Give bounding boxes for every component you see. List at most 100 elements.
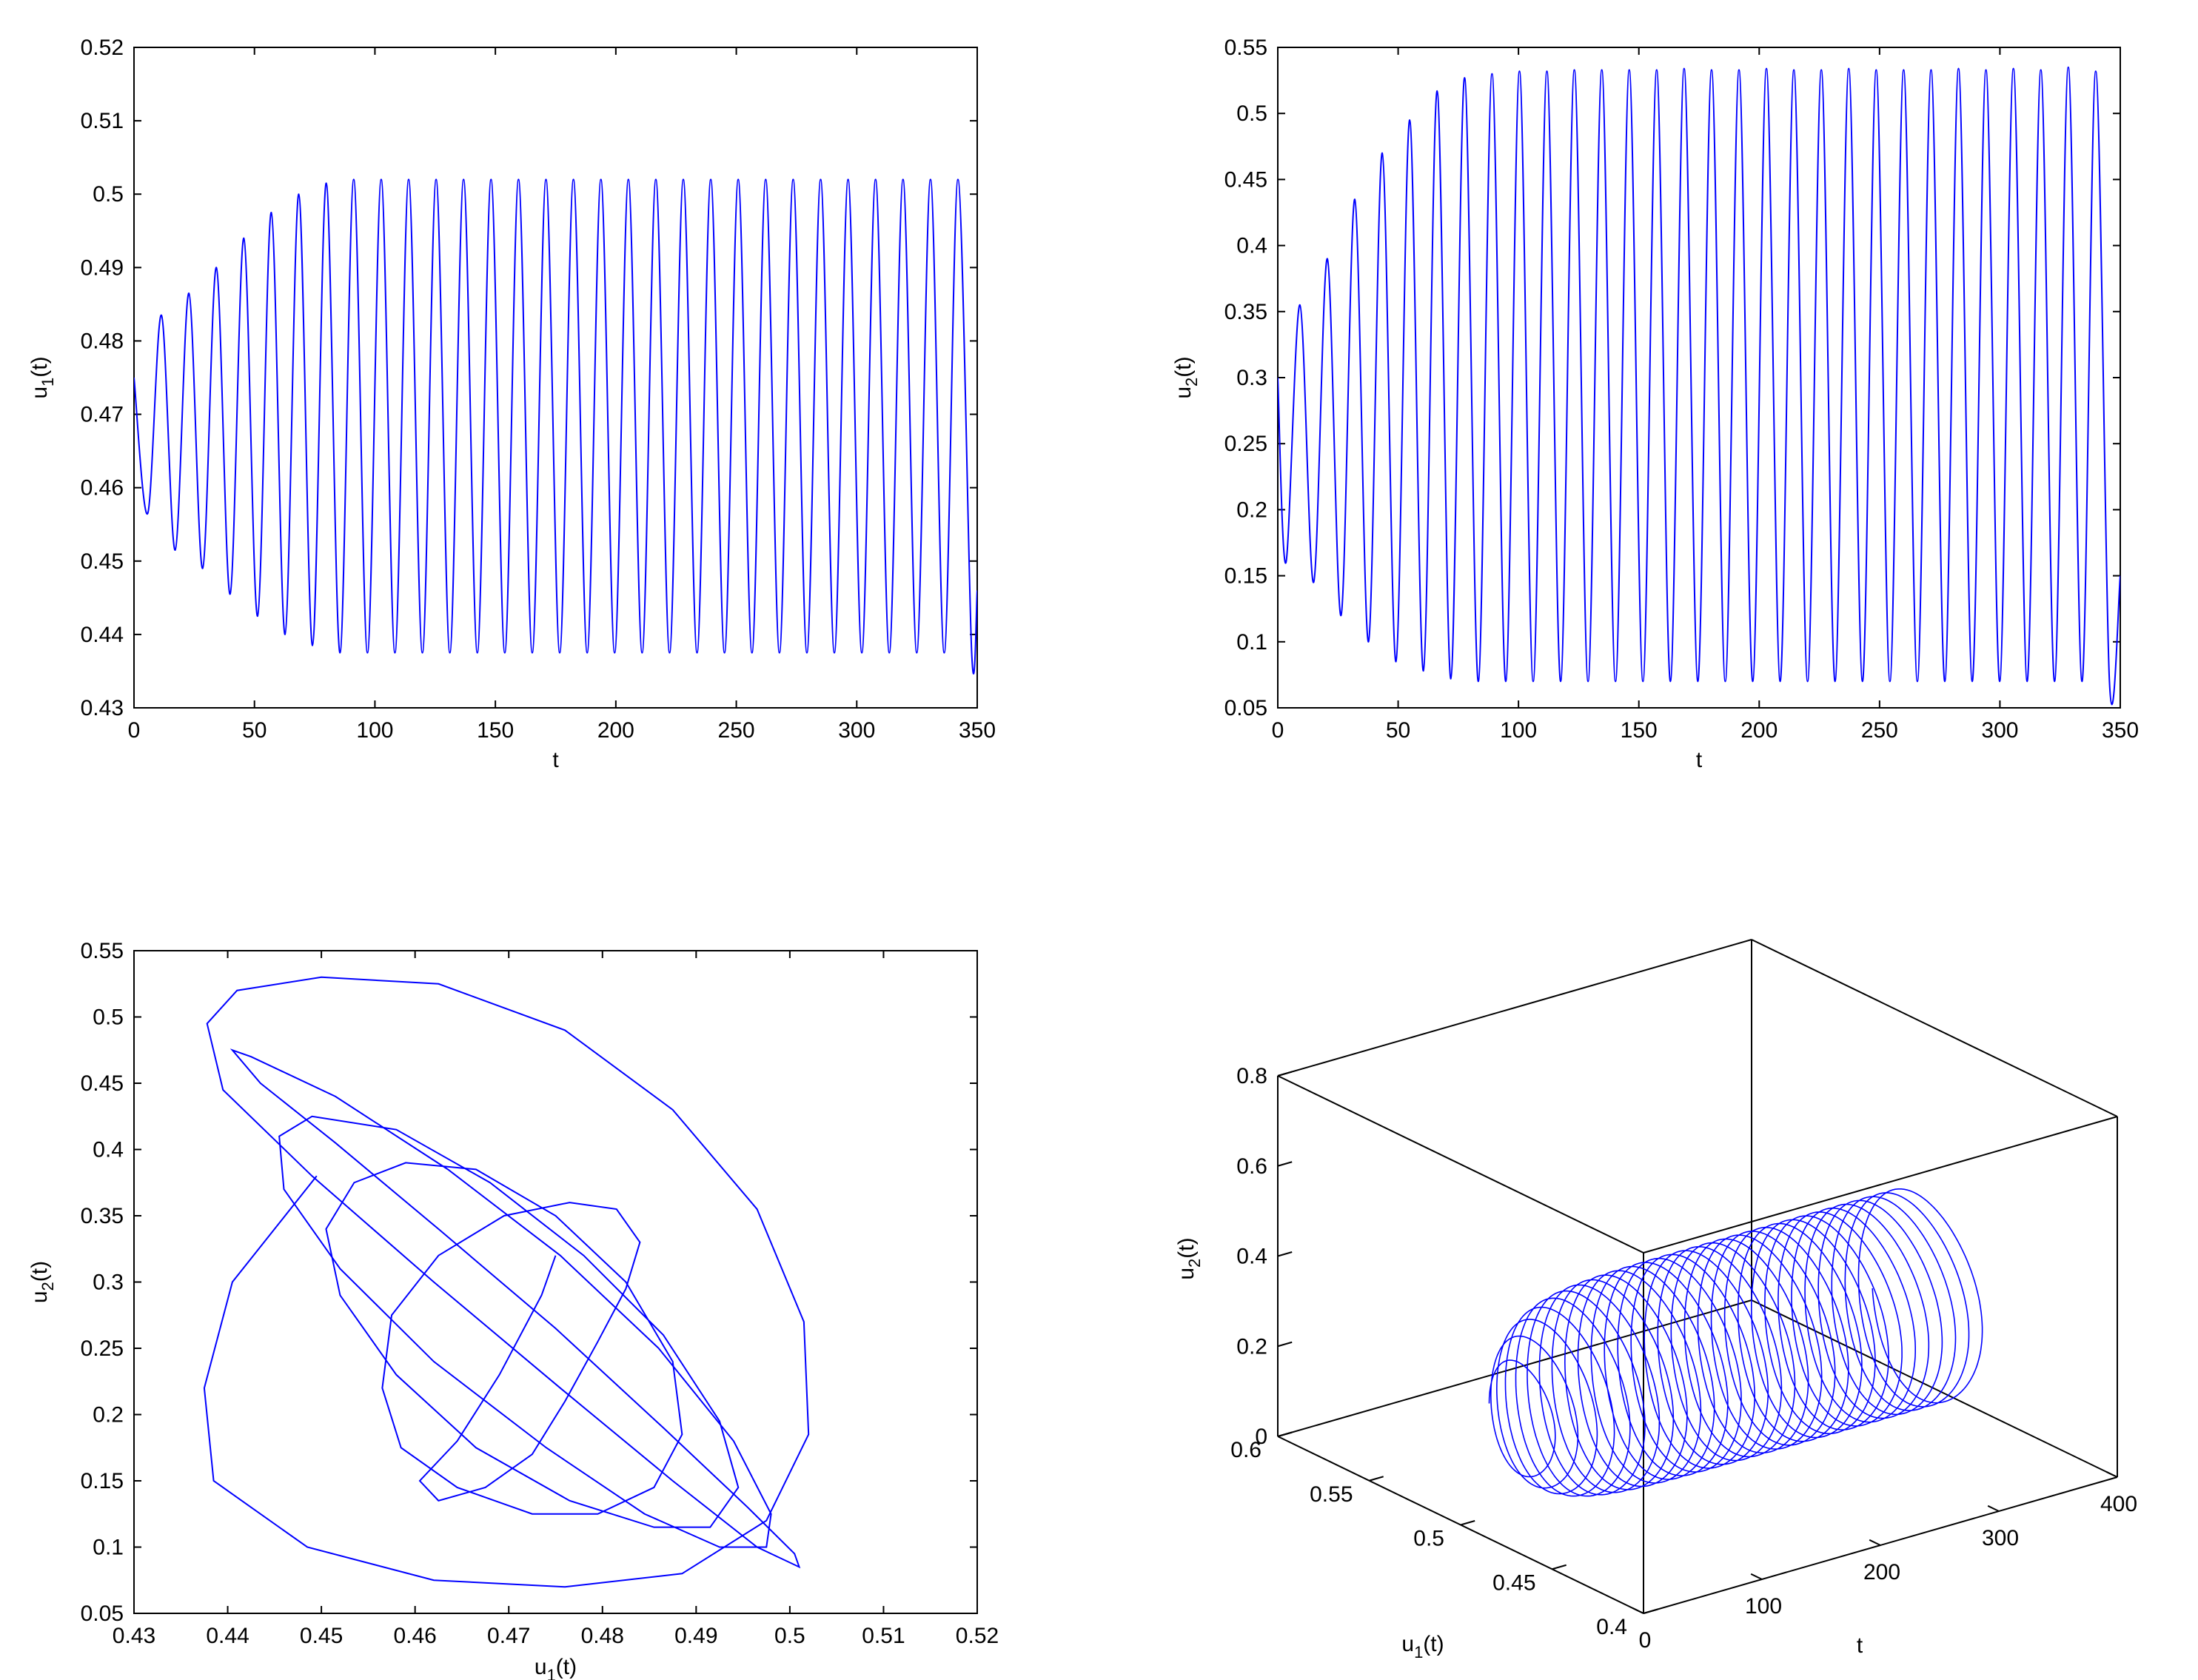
svg-text:u2(t): u2(t) <box>27 1261 57 1303</box>
y-tick-label: 0.52 <box>81 36 124 60</box>
y-axis-label: u2(t) <box>1171 356 1201 398</box>
y-tick-label: 0.45 <box>81 549 124 574</box>
x-tick-label: 350 <box>959 718 996 743</box>
chart-bottom-right-3d-trajectory: 01002003004000.40.450.50.550.600.20.40.6… <box>1174 939 2137 1661</box>
t-tick-label: 0 <box>1639 1628 1652 1653</box>
u2-tick-mark <box>1277 1341 1293 1348</box>
y-tick-label: 0.1 <box>1236 630 1267 655</box>
x-tick-label: 0 <box>1272 718 1284 743</box>
u1-tick-mark <box>1460 1520 1475 1526</box>
plot-area-frame <box>133 47 978 709</box>
x-tick-label: 0.49 <box>674 1624 717 1648</box>
u1-tick-label: 0.45 <box>1492 1570 1535 1595</box>
series-line-0 <box>134 178 977 675</box>
x-axis-label: t <box>1696 748 1703 772</box>
y-tick-label: 0.55 <box>81 939 124 963</box>
y-tick-label: 0.49 <box>81 255 124 280</box>
x-tick-label: 0.52 <box>956 1624 999 1648</box>
x-tick-label: 0.47 <box>487 1624 530 1648</box>
u2-tick-label: 0.2 <box>1236 1334 1267 1359</box>
x-tick-label: 150 <box>1621 718 1658 743</box>
y-tick-label: 0.25 <box>1224 432 1267 456</box>
x-tick-label: 50 <box>1386 718 1410 743</box>
y-axis-label: u1(t) <box>27 356 57 398</box>
x-tick-label: 200 <box>1740 718 1778 743</box>
box-edge-top-right <box>1751 939 2118 1117</box>
x-axis-label: u1(t) <box>535 1655 577 1680</box>
y-axis-label: u2(t) <box>27 1261 57 1303</box>
x-tick-label: 0 <box>128 718 141 743</box>
u2-tick-mark <box>1277 1431 1293 1437</box>
y-tick-label: 0.15 <box>1224 564 1267 589</box>
x-tick-label: 100 <box>356 718 393 743</box>
x-tick-label: 0.51 <box>862 1624 905 1648</box>
t-tick-mark <box>2105 1470 2118 1478</box>
x-tick-label: 300 <box>1981 718 2018 743</box>
t-tick-mark <box>1869 1539 1881 1546</box>
y-tick-label: 0.2 <box>1236 498 1267 522</box>
y-tick-label: 0.4 <box>93 1138 124 1162</box>
y-tick-label: 0.05 <box>1224 696 1267 720</box>
y-tick-label: 0.5 <box>1236 101 1267 126</box>
y-tick-label: 0.45 <box>81 1071 124 1096</box>
y-tick-label: 0.44 <box>81 623 124 647</box>
plot-area-frame <box>133 950 978 1614</box>
x-tick-label: 0.46 <box>393 1624 436 1648</box>
x-tick-label: 0.44 <box>206 1624 249 1648</box>
x-tick-label: 300 <box>838 718 875 743</box>
svg-text:u1(t): u1(t) <box>27 356 57 398</box>
svg-text:u2(t): u2(t) <box>1174 1237 1204 1279</box>
x-tick-label: 0.48 <box>581 1624 624 1648</box>
y-tick-label: 0.35 <box>81 1204 124 1228</box>
u1-tick-mark <box>1552 1564 1567 1570</box>
svg-text:u1(t): u1(t) <box>535 1655 577 1680</box>
plot-area-frame <box>1277 47 2121 709</box>
u1-tick-label: 0.5 <box>1413 1527 1444 1551</box>
y-tick-label: 0.5 <box>93 182 124 207</box>
x-tick-label: 0.43 <box>113 1624 155 1648</box>
x-tick-label: 0.5 <box>774 1624 805 1648</box>
y-tick-label: 0.4 <box>1236 234 1267 258</box>
box-edge-back-floor-2 <box>1751 1299 2118 1478</box>
svg-text:u2(t): u2(t) <box>1171 356 1201 398</box>
y-tick-label: 0.2 <box>93 1403 124 1428</box>
t-tick-label: 400 <box>2100 1492 2137 1516</box>
series-line-0 <box>1278 66 2120 706</box>
chart-bottom-left-phase-portrait: 0.43 0.44 0.45 0.46 0.47 0.48 0.49 0.5 0.51 0.52 0… <box>27 939 999 1680</box>
series-line-0 <box>203 976 810 1588</box>
box-edge-top-back <box>1277 939 1752 1077</box>
x-axis-label: t <box>552 748 559 772</box>
y-tick-label: 0.3 <box>93 1271 124 1295</box>
y-tick-label: 0.25 <box>81 1336 124 1361</box>
y-tick-label: 0.05 <box>81 1602 124 1626</box>
u1-tick-label: 0.4 <box>1596 1615 1627 1639</box>
box-edge-back-floor <box>1277 1299 1752 1437</box>
t-tick-mark <box>1750 1573 1763 1580</box>
y-tick-label: 0.43 <box>81 696 124 720</box>
x-tick-label: 100 <box>1500 718 1537 743</box>
t-tick-mark <box>1987 1505 2000 1512</box>
y-tick-label: 0.55 <box>1224 36 1267 60</box>
chart-top-left-u1-vs-t: 0 50 100 150 200 250 300 350 0.43 0.44 0.45 0.46 0.4… <box>27 36 996 772</box>
u2-tick-label: 0 <box>1255 1425 1267 1449</box>
y-tick-label: 0.48 <box>81 329 124 353</box>
u2-tick-label: 0.4 <box>1236 1245 1267 1269</box>
u1-axis-label: u1(t) <box>1401 1632 1444 1661</box>
y-tick-label: 0.47 <box>81 403 124 427</box>
x-tick-label: 50 <box>242 718 267 743</box>
t-tick-label: 100 <box>1745 1594 1782 1619</box>
u1-tick-mark <box>1369 1476 1384 1482</box>
u1-tick-label: 0.55 <box>1310 1482 1353 1507</box>
chart-top-right-u2-vs-t: 0 50 100 150 200 250 300 350 0.05 0.1 0.15 0.2 0.25 0… <box>1171 36 2139 772</box>
x-tick-label: 250 <box>1861 718 1898 743</box>
x-tick-label: 350 <box>2102 718 2139 743</box>
u2-tick-label: 0.6 <box>1236 1154 1267 1179</box>
box-edge-top-front <box>1643 1116 2118 1254</box>
u1-tick-mark <box>1643 1608 1658 1614</box>
box-edge-top-left <box>1277 1075 1644 1254</box>
u2-tick-label: 0.8 <box>1236 1064 1267 1088</box>
u2-tick-mark <box>1277 1251 1293 1257</box>
t-tick-label: 200 <box>1863 1560 1900 1584</box>
u2-tick-mark <box>1277 1161 1293 1167</box>
